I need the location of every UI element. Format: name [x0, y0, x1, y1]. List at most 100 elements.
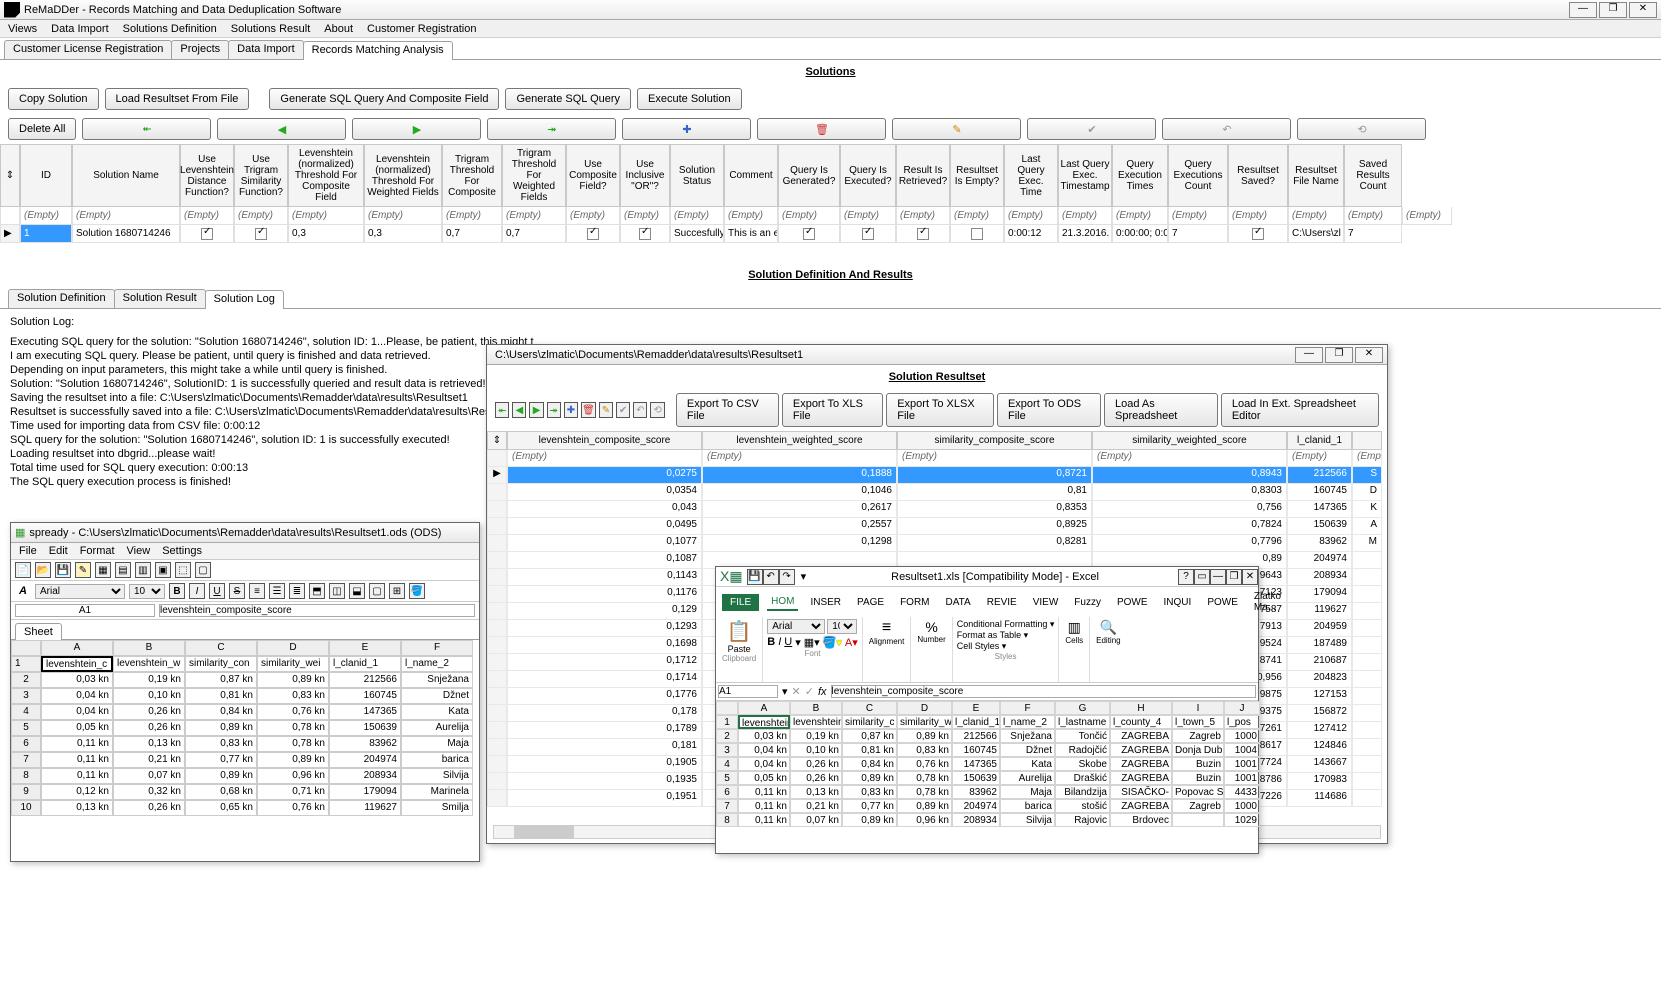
xl-cell[interactable]: 0,13 kn: [790, 785, 842, 799]
ods-strike[interactable]: S: [229, 583, 245, 599]
xl-cell[interactable]: 0,07 kn: [790, 813, 842, 827]
tab-records-matching[interactable]: Records Matching Analysis: [303, 41, 453, 60]
xl-tab-form[interactable]: FORM: [896, 595, 933, 610]
col-header[interactable]: Last Query Exec. Time: [1004, 144, 1058, 207]
xl-col[interactable]: I: [1172, 701, 1224, 715]
xl-cell[interactable]: 1001: [1224, 771, 1260, 785]
ods-cell[interactable]: 0,83 kn: [257, 688, 329, 704]
xl-cell[interactable]: 0,04 kn: [738, 757, 790, 771]
rs-edit[interactable]: ✎: [599, 402, 613, 418]
col-header[interactable]: Solution Status: [670, 144, 724, 207]
xl-cell[interactable]: 0,89 kn: [842, 771, 897, 785]
xl-cell[interactable]: Silvija: [1000, 813, 1055, 827]
xl-cells-icon[interactable]: ▥: [1065, 619, 1083, 636]
ods-menu-format[interactable]: Format: [80, 545, 115, 557]
xl-tab-powe2[interactable]: POWE: [1203, 595, 1242, 610]
cancel-button[interactable]: ↶: [1162, 118, 1291, 140]
ods-size-select[interactable]: 10: [129, 584, 165, 599]
xl-cell[interactable]: 8: [716, 813, 738, 827]
tab-solution-definition[interactable]: Solution Definition: [8, 289, 115, 308]
ods-cell[interactable]: 179094: [329, 784, 401, 800]
col-header[interactable]: Use Levenshtein Distance Function?: [180, 144, 234, 207]
ods-cell[interactable]: barica: [401, 752, 473, 768]
rs-minimize-button[interactable]: —: [1295, 347, 1323, 363]
xl-cell[interactable]: 0,04 kn: [738, 743, 790, 757]
ods-cell[interactable]: 0,05 kn: [41, 720, 113, 736]
ods-align-l[interactable]: ≡: [249, 583, 265, 599]
ods-cell[interactable]: 0,76 kn: [257, 704, 329, 720]
ods-cell[interactable]: 9: [11, 784, 41, 800]
xl-formula[interactable]: [831, 685, 1256, 698]
col-header[interactable]: ID: [20, 144, 72, 207]
ods-cell[interactable]: 0,89 kn: [185, 768, 257, 784]
xl-cell[interactable]: ZAGREBA: [1110, 771, 1172, 785]
nav-prev-button[interactable]: ◀: [217, 118, 346, 140]
xl-cell[interactable]: l_town_5: [1172, 715, 1224, 729]
ods-cell[interactable]: 0,21 kn: [113, 752, 185, 768]
ods-edit-icon[interactable]: ✎: [75, 562, 91, 578]
xl-cell[interactable]: 0,19 kn: [790, 729, 842, 743]
rs-row[interactable]: 0,0430,26170,83530,756147365K: [487, 501, 1387, 518]
xl-cell[interactable]: 0,89 kn: [897, 729, 952, 743]
xl-tab-powe1[interactable]: POWE: [1113, 595, 1152, 610]
ods-cell[interactable]: 0,26 kn: [113, 704, 185, 720]
ods-cell[interactable]: 0,04 kn: [41, 704, 113, 720]
xl-cell[interactable]: Skobe: [1055, 757, 1110, 771]
menu-solutions-def[interactable]: Solutions Definition: [123, 23, 217, 35]
ods-italic[interactable]: I: [189, 583, 205, 599]
rs-add[interactable]: ✚: [564, 402, 578, 418]
ods-cell[interactable]: 4: [11, 704, 41, 720]
col-header[interactable]: Saved Results Count: [1344, 144, 1402, 207]
xl-cell[interactable]: l_clanid_1: [952, 715, 1000, 729]
rs-nav-next[interactable]: ▶: [529, 402, 543, 418]
xl-cell[interactable]: Snježana: [1000, 729, 1055, 743]
xl-edit-icon[interactable]: 🔍: [1096, 619, 1120, 636]
ods-t5-icon[interactable]: ⬚: [175, 562, 191, 578]
ods-cell[interactable]: 10: [11, 800, 41, 816]
close-button[interactable]: ✕: [1629, 2, 1657, 18]
xl-cell[interactable]: 147365: [952, 757, 1000, 771]
maximize-button[interactable]: ❐: [1599, 2, 1627, 18]
nav-first-button[interactable]: ⯬: [82, 118, 211, 140]
xl-tab-view[interactable]: VIEW: [1029, 595, 1063, 610]
xl-cell[interactable]: 204974: [952, 799, 1000, 813]
export-xls-button[interactable]: Export To XLS File: [782, 393, 883, 427]
export-ods-button[interactable]: Export To ODS File: [997, 393, 1101, 427]
xl-cell[interactable]: 0,83 kn: [842, 785, 897, 799]
xl-cell[interactable]: Popovac S: [1172, 785, 1224, 799]
ods-sheet-tab[interactable]: Sheet: [15, 623, 62, 640]
ods-cell[interactable]: 0,84 kn: [185, 704, 257, 720]
rs-nav-prev[interactable]: ◀: [512, 402, 526, 418]
xl-cell[interactable]: l_name_2: [1000, 715, 1055, 729]
xl-fmt-table[interactable]: Format as Table ▾: [957, 630, 1055, 641]
xl-cell[interactable]: 6: [716, 785, 738, 799]
rs-filter-row[interactable]: (Empty)(Empty)(Empty)(Empty)(Empty)(Empt…: [487, 450, 1387, 467]
ods-cell[interactable]: 204974: [329, 752, 401, 768]
ods-cell[interactable]: 0,11 kn: [41, 736, 113, 752]
solution-row[interactable]: ▶1Solution 16807142460,30,30,70,7Succesf…: [0, 225, 1661, 243]
xl-tab-inqui[interactable]: INQUI: [1160, 595, 1196, 610]
xl-col[interactable]: H: [1110, 701, 1172, 715]
xl-cell[interactable]: l_lastname: [1055, 715, 1110, 729]
export-csv-button[interactable]: Export To CSV File: [676, 393, 779, 427]
xl-min[interactable]: —: [1210, 569, 1226, 585]
load-resultset-button[interactable]: Load Resultset From File: [105, 88, 250, 110]
col-header[interactable]: Levenshtein (normalized) Threshold For W…: [364, 144, 442, 207]
ods-cell[interactable]: 0,89 kn: [257, 672, 329, 688]
xl-cell[interactable]: 150639: [952, 771, 1000, 785]
ods-cell[interactable]: l_name_2: [401, 656, 473, 672]
xl-fill-icon[interactable]: 🪣▾: [823, 636, 842, 649]
col-header[interactable]: Last Query Exec. Timestamp: [1058, 144, 1112, 207]
ods-t2-icon[interactable]: ▤: [115, 562, 131, 578]
ods-col[interactable]: A: [41, 640, 113, 656]
xl-cell[interactable]: 0,76 kn: [897, 757, 952, 771]
col-header[interactable]: Trigram Threshold For Weighted Fields: [502, 144, 566, 207]
xl-cell[interactable]: 0,05 kn: [738, 771, 790, 785]
ods-cell[interactable]: Marinela: [401, 784, 473, 800]
rs-col[interactable]: similarity_weighted_score: [1092, 431, 1287, 450]
xl-fx-icon[interactable]: fx: [818, 686, 827, 698]
confirm-button[interactable]: ✔: [1027, 118, 1156, 140]
filter-row[interactable]: (Empty)(Empty)(Empty)(Empty)(Empty)(Empt…: [0, 207, 1661, 225]
xl-cell[interactable]: similarity_w: [897, 715, 952, 729]
ods-cell[interactable]: 208934: [329, 768, 401, 784]
